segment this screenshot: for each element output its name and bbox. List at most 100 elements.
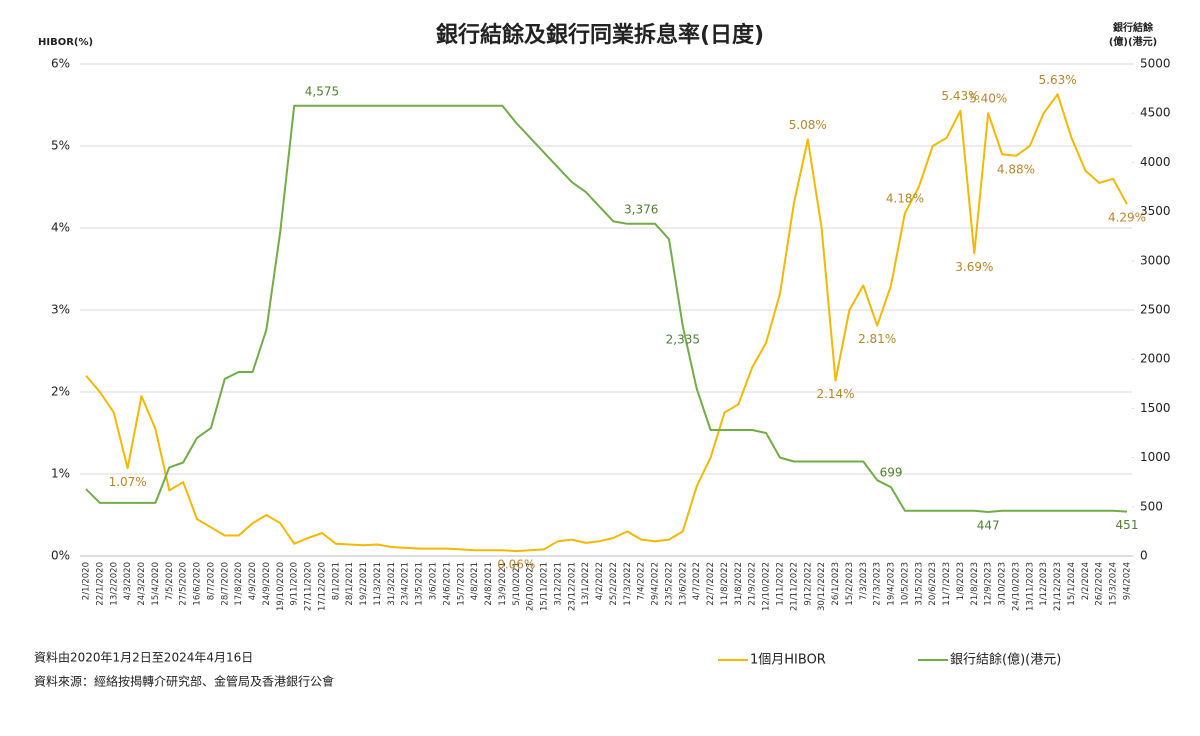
y2-tick-label: 5000 (1140, 57, 1171, 71)
data-label: 451 (1116, 518, 1139, 532)
x-tick-label: 13/11/2023 (1025, 562, 1035, 611)
note: 資料由2020年1月2日至2024年4月16日 (34, 651, 253, 665)
x-tick-label: 9/4/2024 (1123, 562, 1133, 600)
x-tick-label: 27/5/2020 (179, 562, 189, 606)
data-label: 0.06% (497, 558, 535, 572)
x-tick-label: 4/8/2021 (470, 562, 480, 600)
x-tick-label: 24/3/2020 (137, 562, 147, 606)
x-tick-label: 13/5/2021 (415, 562, 425, 606)
x-tick-label: 4/7/2022 (692, 562, 702, 600)
y-axis-label: HIBOR(%) (38, 37, 93, 48)
data-label: 3,376 (624, 202, 658, 216)
y2-tick-label: 4000 (1140, 155, 1171, 169)
y-tick-label: 4% (51, 221, 70, 235)
x-tick-label: 11/7/2023 (942, 562, 952, 606)
x-tick-label: 15/4/2020 (151, 562, 161, 606)
x-tick-label: 9/11/2020 (290, 562, 300, 606)
x-tick-label: 1/12/2023 (1039, 562, 1049, 606)
x-tick-label: 2/1/2020 (82, 562, 92, 600)
x-tick-label: 28/7/2020 (220, 562, 230, 606)
y-tick-label: 6% (51, 57, 70, 71)
data-label: 5.43% (941, 89, 979, 103)
chart-title: 銀行結餘及銀行同業拆息率(日度) (436, 22, 764, 48)
y-tick-label: 3% (51, 303, 70, 317)
x-tick-label: 28/1/2021 (345, 562, 355, 606)
x-tick-label: 17/12/2020 (317, 562, 327, 611)
y-tick-label: 1% (51, 467, 70, 481)
x-tick-label: 4/3/2020 (123, 562, 133, 600)
x-tick-label: 19/4/2023 (887, 562, 897, 606)
x-tick-label: 31/8/2022 (734, 562, 744, 606)
x-tick-label: 21/12/2023 (1053, 562, 1063, 611)
y2-tick-label: 3000 (1140, 253, 1171, 267)
x-tick-label: 2/2/2024 (1081, 562, 1091, 600)
x-tick-label: 30/12/2022 (817, 562, 827, 611)
x-tick-label: 19/2/2021 (359, 562, 369, 606)
x-tick-label: 8/1/2021 (331, 562, 341, 600)
x-tick-label: 31/3/2021 (387, 562, 397, 606)
x-tick-label: 24/9/2020 (262, 562, 272, 606)
y2-tick-label: 1500 (1140, 401, 1171, 415)
data-label: 447 (977, 519, 1000, 533)
data-label: 3.69% (955, 260, 993, 274)
legend-label: 銀行結餘(億)(港元) (950, 652, 1061, 668)
x-tick-label: 27/3/2023 (873, 562, 883, 606)
x-tick-label: 15/7/2021 (456, 562, 466, 606)
data-label: 1.07% (109, 475, 147, 489)
x-tick-label: 26/2/2024 (1095, 562, 1105, 606)
x-tick-label: 21/9/2022 (748, 562, 758, 606)
x-tick-label: 13/6/2022 (678, 562, 688, 606)
x-tick-label: 24/10/2023 (1011, 562, 1021, 611)
x-tick-label: 15/2/2023 (845, 562, 855, 606)
x-tick-label: 15/11/2021 (540, 562, 550, 611)
y2-tick-label: 2500 (1140, 303, 1171, 317)
x-tick-label: 1/8/2023 (956, 562, 966, 600)
x-tick-label: 29/4/2022 (651, 562, 661, 606)
x-tick-label: 23/5/2022 (664, 562, 674, 606)
x-tick-label: 3/10/2023 (998, 562, 1008, 606)
x-tick-label: 3/12/2021 (553, 562, 563, 606)
y-tick-label: 5% (51, 139, 70, 153)
x-tick-label: 21/8/2023 (970, 562, 980, 606)
x-tick-label: 13/1/2022 (581, 562, 591, 606)
data-label: 2.14% (816, 387, 854, 401)
data-label: 5.08% (789, 118, 827, 132)
x-tick-label: 11/3/2021 (373, 562, 383, 606)
data-label: 5.63% (1039, 73, 1077, 87)
data-label: 2,335 (666, 333, 700, 347)
data-label: 699 (880, 466, 903, 480)
note: 資料來源：經絡按揭轉介研究部、金管局及香港銀行公會 (34, 674, 334, 689)
y2-axis-label: (億)(港元) (1109, 35, 1157, 48)
x-tick-label: 12/9/2023 (984, 562, 994, 606)
x-tick-label: 23/12/2021 (567, 562, 577, 611)
x-tick-label: 9/12/2022 (803, 562, 813, 606)
y-tick-label: 2% (51, 385, 70, 399)
data-label: 4.18% (886, 192, 924, 206)
data-label: 5.40% (969, 92, 1007, 106)
x-tick-label: 17/8/2020 (234, 562, 244, 606)
x-tick-label: 26/10/2021 (526, 562, 536, 611)
y2-tick-label: 4500 (1140, 106, 1171, 120)
x-tick-label: 15/1/2024 (1067, 562, 1077, 606)
x-tick-label: 16/6/2020 (193, 562, 203, 606)
x-tick-label: 24/6/2021 (442, 562, 452, 606)
x-tick-label: 12/10/2022 (762, 562, 772, 611)
x-tick-label: 21/11/2022 (789, 562, 799, 611)
data-label: 4,575 (305, 84, 339, 98)
x-tick-label: 15/3/2024 (1109, 562, 1119, 606)
x-tick-label: 27/11/2020 (304, 562, 314, 611)
y2-tick-label: 1000 (1140, 450, 1171, 464)
x-tick-label: 7/5/2020 (165, 562, 175, 600)
x-tick-label: 7/3/2023 (859, 562, 869, 600)
x-tick-label: 4/2/2022 (595, 562, 605, 600)
data-label: 2.81% (858, 332, 896, 346)
x-tick-label: 1/11/2022 (776, 562, 786, 606)
x-tick-label: 25/2/2022 (609, 562, 619, 606)
x-tick-label: 26/1/2023 (831, 562, 841, 606)
data-label: 4.29% (1108, 211, 1146, 225)
y2-tick-label: 500 (1140, 499, 1163, 513)
x-tick-label: 8/7/2020 (206, 562, 216, 600)
y2-tick-label: 2000 (1140, 352, 1171, 366)
x-tick-label: 31/5/2023 (914, 562, 924, 606)
x-tick-label: 7/4/2022 (637, 562, 647, 600)
